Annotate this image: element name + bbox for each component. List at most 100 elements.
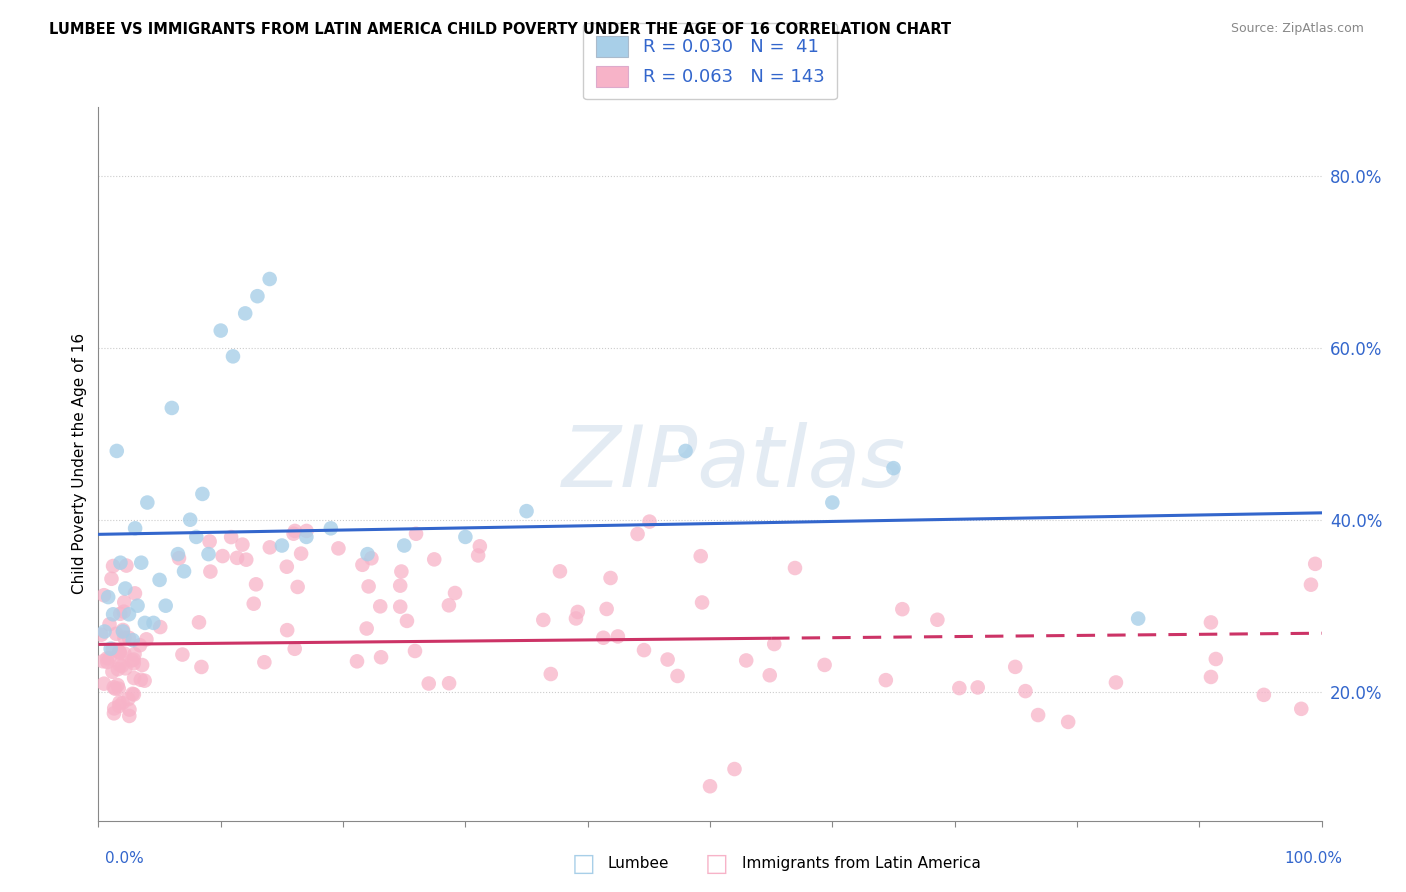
Point [118, 607, 141, 622]
Text: Source: ZipAtlas.com: Source: ZipAtlas.com [1230, 22, 1364, 36]
Point [131, 658, 153, 673]
Point [127, 599, 149, 613]
Point [531, 613, 554, 627]
Point [124, 521, 146, 535]
Point [101, 559, 124, 574]
Point [328, 541, 350, 556]
Point [1014, 684, 1036, 698]
Point [124, 586, 146, 600]
Point [389, 565, 412, 579]
Point [108, 645, 131, 659]
Point [657, 652, 679, 666]
Point [129, 673, 152, 687]
Point [821, 495, 844, 509]
Point [122, 671, 145, 685]
Point [966, 681, 988, 695]
Point [90, 628, 112, 642]
Point [633, 643, 655, 657]
Point [735, 653, 758, 667]
Point [103, 706, 125, 721]
Point [186, 530, 208, 544]
Point [93, 676, 115, 690]
Point [1057, 714, 1080, 729]
Point [100, 572, 122, 586]
Point [287, 580, 309, 594]
Point [515, 504, 537, 518]
Point [96, 651, 118, 665]
Point [284, 641, 307, 656]
Point [111, 623, 134, 637]
Point [666, 669, 689, 683]
Point [108, 695, 131, 709]
Point [118, 631, 141, 645]
Point [883, 461, 905, 475]
Point [758, 668, 780, 682]
Point [108, 646, 131, 660]
Point [114, 582, 136, 596]
Point [246, 289, 269, 303]
Point [209, 324, 232, 338]
Point [103, 681, 125, 695]
Point [108, 699, 131, 714]
Point [167, 551, 190, 566]
Point [295, 524, 318, 538]
Point [418, 676, 440, 690]
Point [875, 673, 897, 687]
Point [356, 622, 378, 636]
Point [595, 602, 617, 616]
Point [136, 495, 159, 509]
Point [107, 678, 129, 692]
Point [124, 647, 146, 661]
Point [468, 539, 491, 553]
Point [360, 551, 382, 566]
Point [101, 665, 124, 679]
Point [179, 513, 201, 527]
Point [134, 615, 156, 630]
Point [105, 444, 128, 458]
Point [1205, 652, 1227, 666]
Point [200, 565, 222, 579]
Point [100, 641, 122, 656]
Point [783, 561, 806, 575]
Point [118, 703, 141, 717]
Point [763, 637, 786, 651]
Point [134, 673, 156, 688]
Point [103, 701, 125, 715]
Point [114, 661, 136, 675]
Point [155, 599, 177, 613]
Point [284, 524, 307, 538]
Point [356, 547, 378, 561]
Point [638, 515, 661, 529]
Point [295, 530, 318, 544]
Text: LUMBEE VS IMMIGRANTS FROM LATIN AMERICA CHILD POVERTY UNDER THE AGE OF 16 CORREL: LUMBEE VS IMMIGRANTS FROM LATIN AMERICA … [49, 22, 952, 37]
Point [389, 599, 412, 614]
Point [105, 626, 128, 640]
Point [454, 530, 477, 544]
Point [233, 306, 256, 320]
Point [699, 779, 721, 793]
Text: ZIPatlas: ZIPatlas [562, 422, 907, 506]
Point [121, 687, 143, 701]
Point [245, 577, 267, 591]
Point [437, 676, 460, 690]
Point [160, 401, 183, 415]
Point [404, 644, 426, 658]
Point [110, 556, 132, 570]
Point [253, 655, 276, 669]
Point [352, 558, 374, 572]
Point [93, 588, 115, 602]
Y-axis label: Child Poverty Under the Age of 16: Child Poverty Under the Age of 16 [72, 334, 87, 594]
Point [188, 615, 211, 630]
Point [346, 654, 368, 668]
Point [114, 631, 136, 645]
Text: □: □ [572, 852, 595, 875]
Point [1004, 660, 1026, 674]
Point [91, 654, 114, 668]
Point [172, 648, 194, 662]
Point [121, 633, 143, 648]
Point [167, 547, 190, 561]
Legend: R = 0.030   N =  41, R = 0.063   N = 143: R = 0.030 N = 41, R = 0.063 N = 143 [583, 23, 837, 99]
Point [1299, 577, 1322, 591]
Point [1291, 702, 1313, 716]
Point [191, 487, 214, 501]
